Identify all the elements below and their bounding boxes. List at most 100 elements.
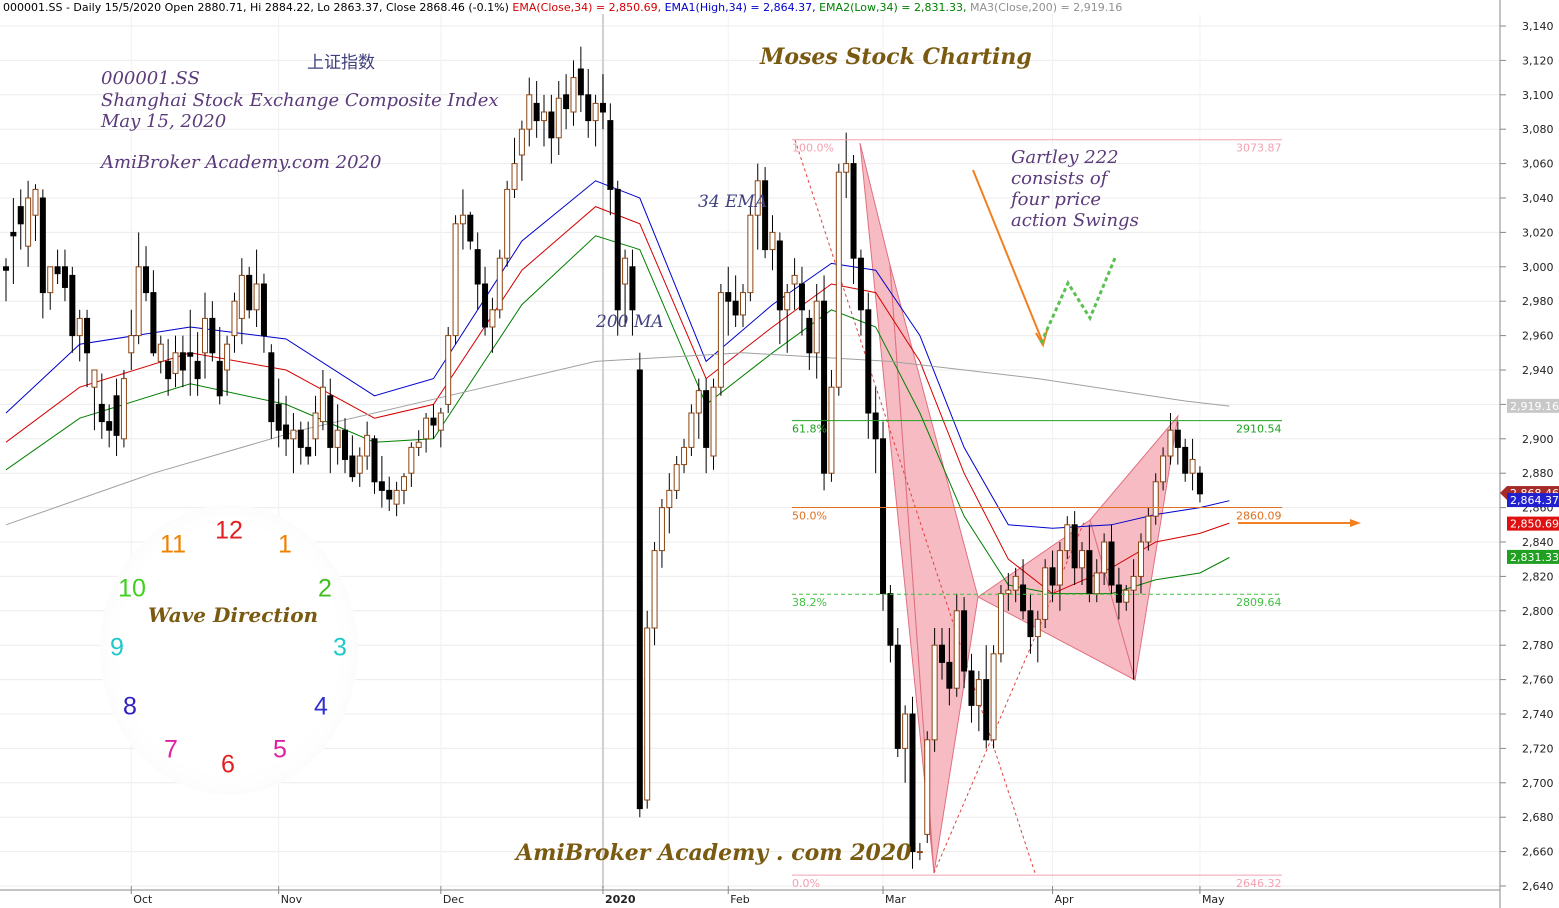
candle-body	[423, 417, 430, 440]
x-tick-label-apr: Apr	[1055, 893, 1075, 906]
fib-value-label-3: 2809.64	[1236, 596, 1282, 609]
candle-body	[857, 257, 864, 311]
y-tick-label-3000: 3,000	[1522, 261, 1554, 274]
candle-body	[961, 610, 968, 672]
candle-body	[91, 369, 98, 388]
candle-body	[39, 197, 46, 294]
price-tag-label-0: 2,919.16	[1510, 400, 1559, 413]
y-tick-label-3020: 3,020	[1522, 226, 1554, 239]
candle-body	[1160, 455, 1167, 483]
fib-pct-label-4: 0.0%	[792, 877, 820, 890]
site-label-bottom: AmiBroker Academy . com 2020	[516, 840, 912, 866]
candle-body	[762, 180, 769, 251]
candle-body	[688, 412, 695, 448]
y-tick-label-3040: 3,040	[1522, 192, 1554, 205]
candle-body	[1167, 429, 1174, 457]
candle-body	[1174, 429, 1181, 448]
ma-label: 200 MA	[596, 312, 664, 332]
candle-body	[784, 292, 791, 311]
candle-body	[607, 120, 614, 190]
candle-body	[305, 446, 312, 457]
candle-body	[740, 292, 746, 316]
candle-body	[98, 403, 105, 423]
header-ma200: MA3(Close,200) = 2,919.16	[970, 1, 1123, 14]
header-ema-high: EMA1(High,34) = 2,864.37,	[664, 1, 820, 14]
candle-body	[968, 670, 975, 706]
candle-body	[165, 360, 172, 380]
candle-body	[769, 231, 776, 251]
green-zigzag	[1039, 257, 1117, 344]
y-tick-label-2780: 2,780	[1522, 639, 1554, 652]
gartley-note-3: four price	[1011, 189, 1102, 210]
candle-body	[231, 300, 238, 337]
price-tag-label-4: 2,831.33	[1510, 551, 1559, 564]
candle-body	[843, 163, 850, 173]
price-tag-label-3: 2,850.69	[1510, 518, 1559, 531]
candle-body	[710, 386, 717, 457]
x-tick-label-oct: Oct	[133, 893, 153, 906]
y-tick-label-2840: 2,840	[1522, 536, 1554, 549]
candle-body	[975, 679, 982, 706]
candle-body	[106, 421, 113, 431]
candle-body	[835, 171, 842, 388]
candle-body	[1196, 472, 1203, 495]
fib-value-label-1: 2910.54	[1236, 423, 1282, 436]
candle-body	[327, 395, 334, 448]
candle-body	[150, 292, 157, 354]
candle-body	[238, 274, 245, 319]
candle-body	[1071, 524, 1078, 569]
header-ohlc: 000001.SS - Daily 15/5/2020 Open 2880.71…	[3, 1, 513, 14]
candle-body	[120, 378, 127, 440]
exchange-label: Shanghai Stock Exchange Composite Index	[101, 90, 499, 111]
y-tick-label-2760: 2,760	[1522, 674, 1554, 687]
candle-body	[887, 593, 894, 646]
date-label: May 15, 2020	[101, 111, 227, 132]
chinese-title: 上证指数	[307, 53, 375, 73]
candle-body	[312, 412, 319, 440]
x-tick-label-nov: Nov	[281, 893, 303, 906]
clock-number-5: 5	[273, 735, 287, 764]
y-tick-label-3080: 3,080	[1522, 123, 1554, 136]
candle-body	[916, 851, 923, 854]
clock-number-4: 4	[314, 692, 328, 721]
candle-body	[629, 266, 636, 311]
y-tick-label-2940: 2,940	[1522, 364, 1554, 377]
candle-body	[533, 102, 540, 122]
price-tag-label-2: 2,864.37	[1510, 494, 1559, 507]
candle-body	[10, 231, 17, 237]
candle-body	[408, 446, 415, 474]
candle-body	[452, 223, 459, 337]
candle-body	[290, 429, 297, 440]
y-tick-label-2700: 2,700	[1522, 777, 1554, 790]
candle-body	[754, 180, 761, 216]
candle-body	[1115, 584, 1122, 603]
candle-body	[297, 429, 304, 448]
candle-body	[496, 257, 503, 311]
candle-body	[1108, 541, 1115, 586]
candle-body	[776, 240, 783, 311]
clock-number-12: 12	[215, 516, 243, 545]
candle-body	[924, 739, 931, 835]
candle-body	[1152, 481, 1159, 517]
candle-body	[260, 283, 267, 337]
trend-dashed-line	[794, 139, 1036, 874]
candle-body	[224, 343, 231, 371]
price-tag-0	[1507, 398, 1559, 413]
candle-body	[938, 644, 945, 663]
candle-body	[695, 390, 702, 414]
candle-body	[1101, 541, 1108, 574]
candle-body	[1130, 575, 1137, 591]
y-tick-label-2680: 2,680	[1522, 811, 1554, 824]
candle-body	[76, 317, 83, 337]
candle-body	[983, 679, 990, 741]
candle-body	[113, 395, 120, 436]
candle-body	[946, 661, 953, 689]
y-tick-label-3060: 3,060	[1522, 158, 1554, 171]
x-tick-label-dec: Dec	[443, 893, 464, 906]
candle-body	[894, 644, 901, 749]
header-ema-low: EMA2(Low,34) = 2,831.33,	[819, 1, 970, 14]
candle-body	[725, 292, 732, 302]
candle-body	[1049, 567, 1056, 586]
candle-body	[356, 455, 363, 474]
clock-number-6: 6	[221, 750, 235, 779]
